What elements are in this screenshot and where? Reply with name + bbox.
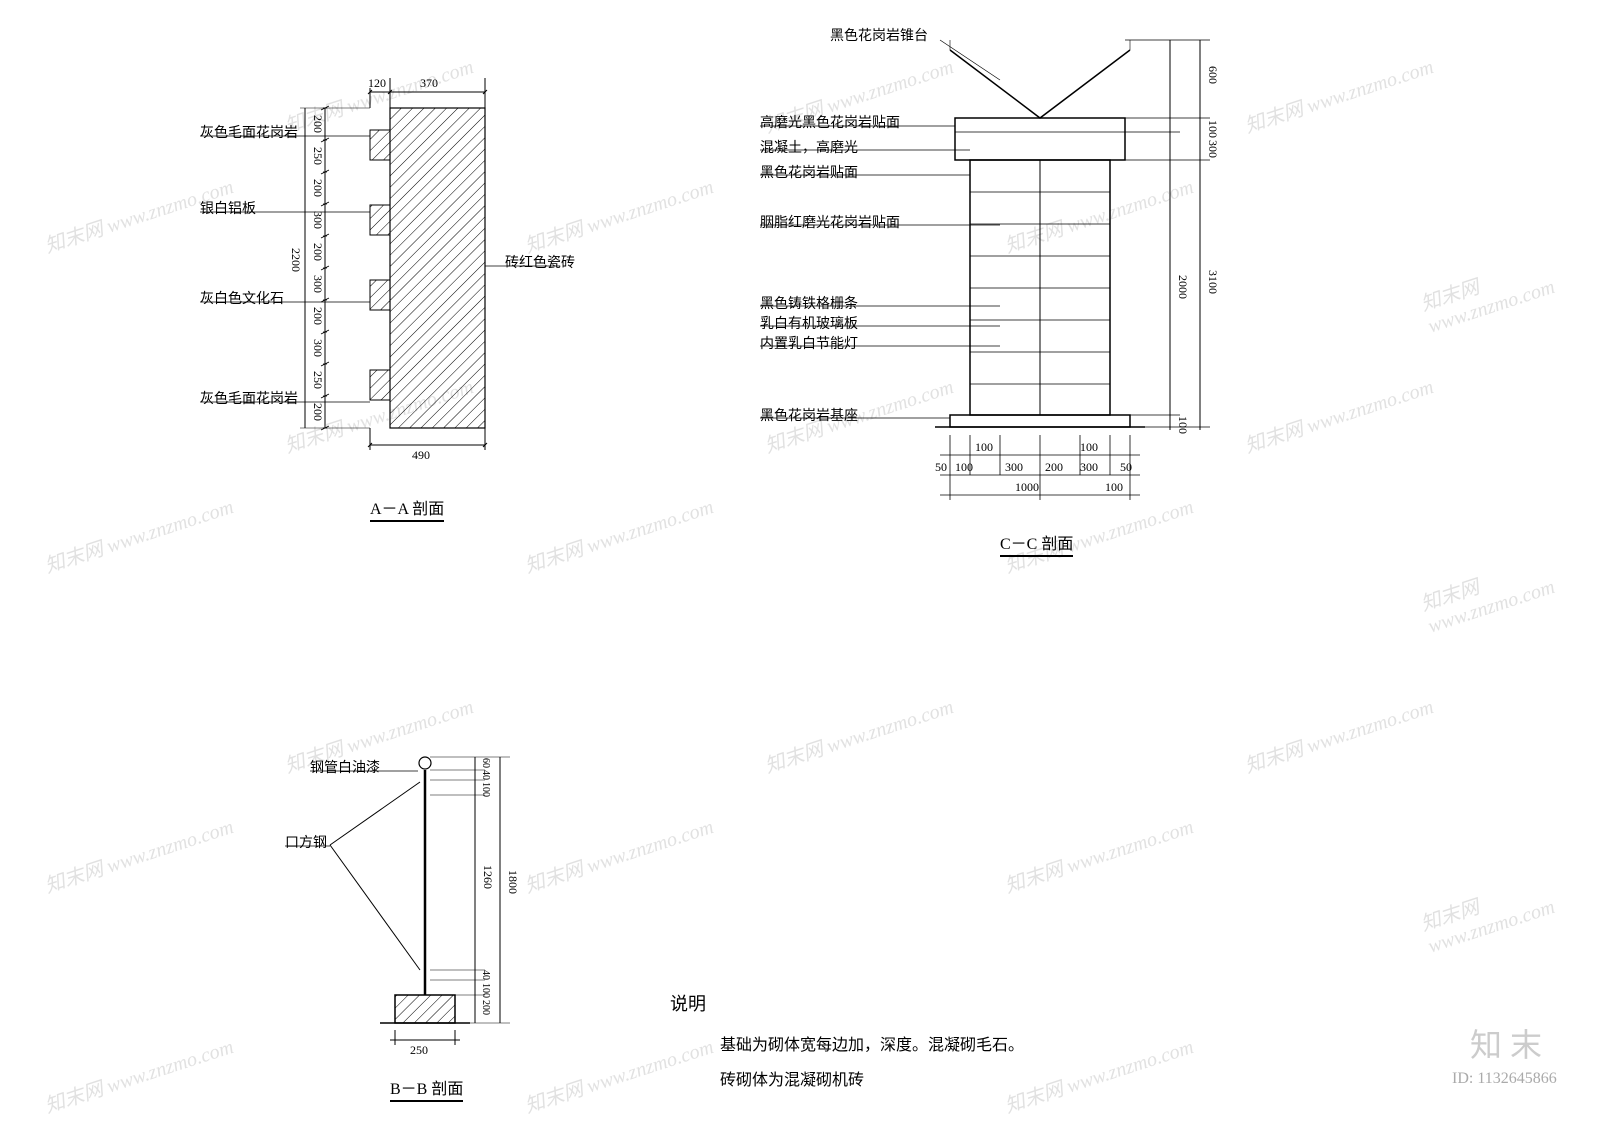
dim-b-i6: 200 (480, 1000, 491, 1015)
dim-b-i2: 100 (480, 782, 491, 797)
dim-b-i3: 1260 (480, 865, 495, 889)
label-b-2: 口方钢 (285, 832, 327, 852)
label-b-1: 钢管白油漆 (310, 757, 380, 777)
notes-line2: 砖砌体为混凝砌机砖 (720, 1065, 864, 1097)
dim-b-outer: 1800 (505, 870, 520, 894)
dim-b-i0: 60 (480, 758, 491, 768)
image-id: ID: 1132645866 (1452, 1070, 1557, 1088)
dim-b-i4: 40 (480, 970, 491, 980)
dim-b-i1: 40 (480, 770, 491, 780)
section-b-drawing (0, 0, 1600, 1131)
title-b: B－B 剖面 (390, 1075, 463, 1103)
brand-logo: 知末 (1470, 1020, 1550, 1066)
dim-b-i5: 100 (480, 983, 491, 998)
notes-line1: 基础为砌体宽每边加，深度。混凝砌毛石。 (720, 1030, 1024, 1062)
dim-b-base: 250 (410, 1043, 428, 1058)
notes-title: 说明 (670, 990, 706, 1016)
